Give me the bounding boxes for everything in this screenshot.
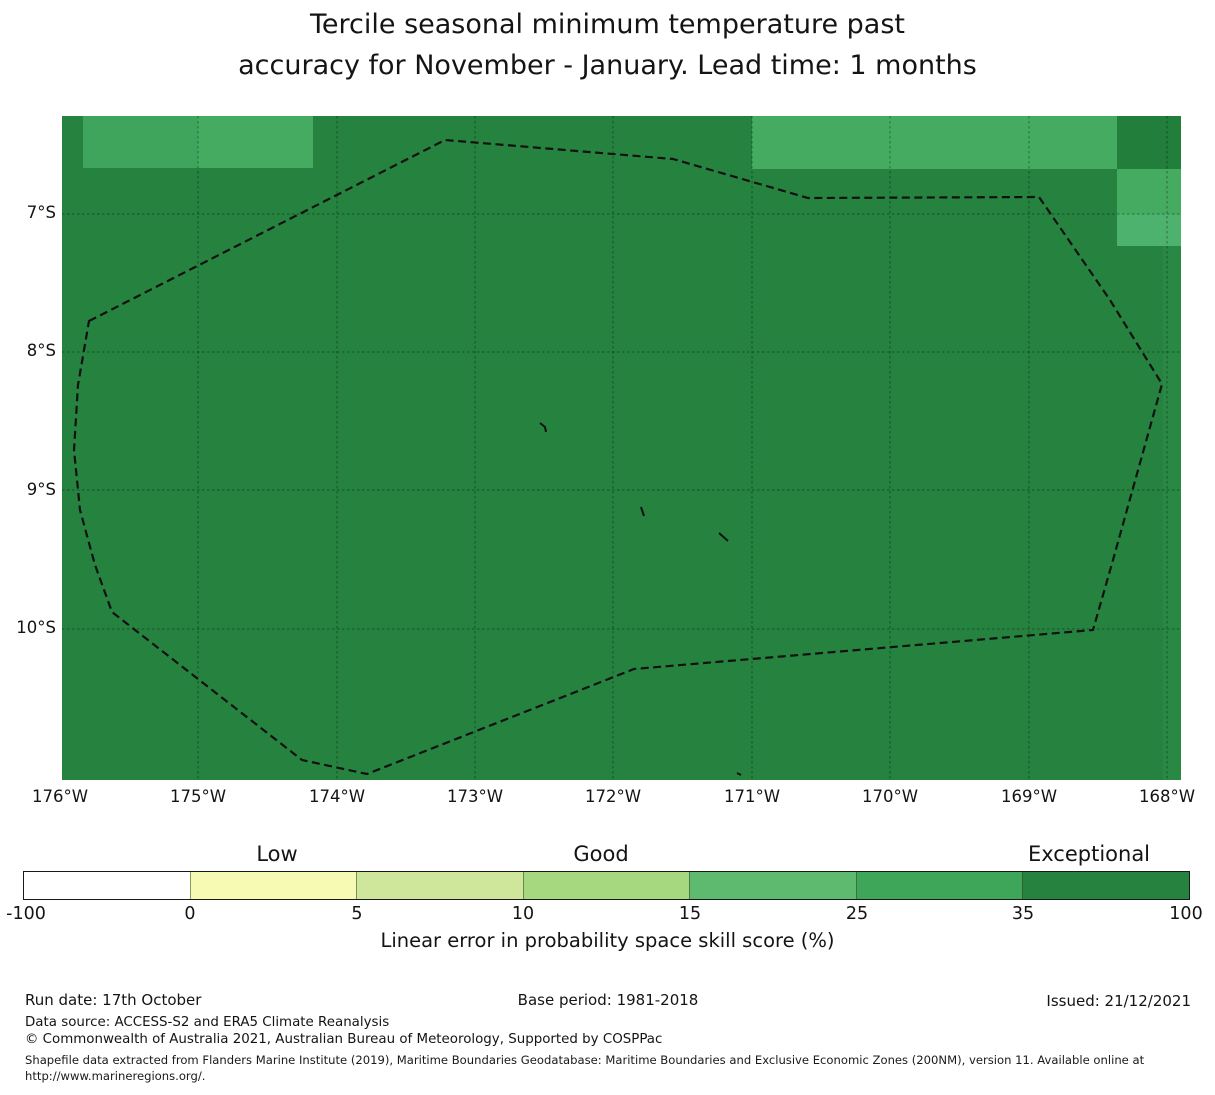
shapefile-note-url: http://www.marineregions.org/. [25,1069,206,1083]
colorbar-segment-5 [689,872,856,899]
x-tick-173w: 173°W [446,787,504,806]
run-date: Run date: 17th October [25,991,202,1009]
map-cell-right-edge-lower [1117,214,1181,246]
data-source: Data source: ACCESS-S2 and ERA5 Climate … [25,1015,390,1030]
map-cell-right-edge-upper [1117,169,1181,214]
island-mark [718,532,729,542]
colorbar-region-good: Good [573,842,629,866]
island-mark [640,506,645,517]
x-tick-168w: 168°W [1138,787,1196,806]
base-period: Base period: 1981-2018 [517,991,699,1009]
cb-tick-100: 100 [1169,904,1203,924]
x-tick-174w: 174°W [308,787,366,806]
colorbar-axis-label: Linear error in probability space skill … [380,929,835,952]
map-cell-corner-dark [1117,116,1181,169]
colorbar-segment-6 [855,872,1023,899]
eez-boundary [72,138,1164,776]
map-canvas [62,116,1181,780]
cb-tick-10: 10 [511,904,535,924]
map-cell-top-left-a [83,116,198,168]
chart-title-line2: accuracy for November - January. Lead ti… [238,50,977,81]
map-right-edge-strip [1163,246,1181,780]
x-tick-176w: 176°W [31,787,89,806]
x-tick-171w: 171°W [723,787,781,806]
graticule [62,116,1181,780]
map-sea-base [62,116,1181,780]
island-mark [539,422,547,433]
map-cell-top-right-strip [752,116,1117,169]
colorbar-region-exceptional: Exceptional [1027,842,1151,866]
cb-tick-25: 25 [845,904,869,924]
colorbar-segment-3 [356,872,523,899]
cb-tick-5: 5 [351,904,363,924]
colorbar-region-low: Low [256,842,298,866]
island-mark [736,772,742,776]
y-tick-8s: 8°S [26,341,56,360]
y-tick-10s: 10°S [16,618,56,637]
cb-tick-0: 0 [184,904,196,924]
cb-tick-neg100: -100 [6,904,46,924]
y-tick-9s: 9°S [26,480,56,499]
copyright: © Commonwealth of Australia 2021, Austra… [25,1032,663,1047]
colorbar-segment-1 [24,872,190,899]
cb-tick-15: 15 [678,904,702,924]
y-tick-7s: 7°S [26,203,56,222]
x-tick-175w: 175°W [169,787,227,806]
x-tick-169w: 169°W [1000,787,1058,806]
colorbar-segment-7 [1022,872,1190,899]
island-marks [539,422,742,776]
cb-tick-35: 35 [1011,904,1035,924]
chart-title-line1: Tercile seasonal minimum temperature pas… [310,9,905,40]
colorbar-segment-4 [522,872,690,899]
x-tick-170w: 170°W [861,787,919,806]
shapefile-note-line1: Shapefile data extracted from Flanders M… [25,1053,1145,1067]
x-tick-172w: 172°W [584,787,642,806]
map-cell-top-left-b [198,116,313,168]
colorbar-segment-2 [189,872,357,899]
issued-date: Issued: 21/12/2021 [1046,992,1191,1010]
colorbar [23,871,1190,900]
